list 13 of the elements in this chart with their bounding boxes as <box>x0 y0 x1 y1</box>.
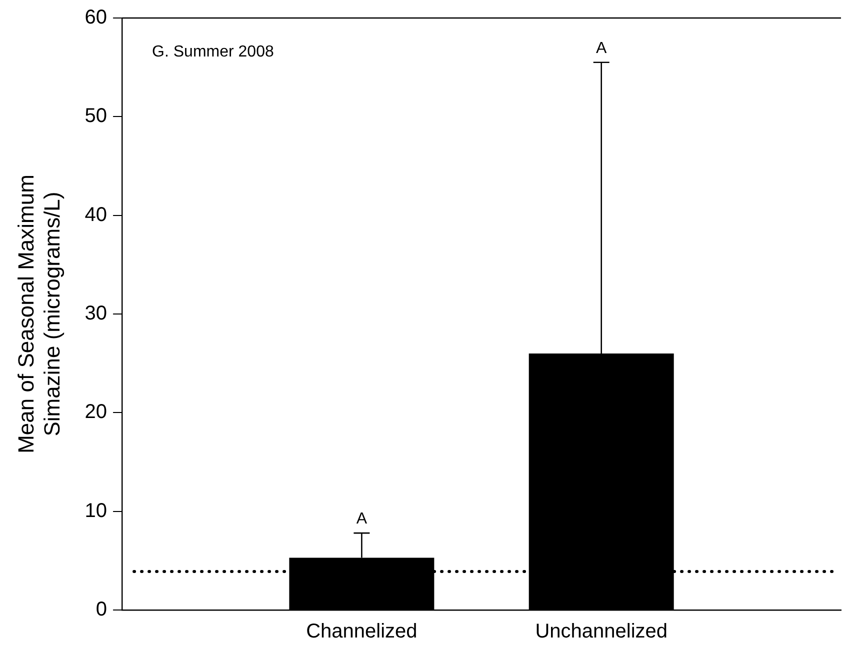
y-tick-label: 20 <box>84 401 108 424</box>
x-tick-label: Channelized <box>306 620 418 643</box>
annotation: G. Summer 2008 <box>152 43 274 60</box>
y-tick-label: 30 <box>84 302 108 325</box>
y-tick-label: 60 <box>84 6 108 29</box>
y-tick-label: 50 <box>84 105 108 128</box>
y-tick-label: 40 <box>84 204 108 226</box>
x-tick-label: Unchannelized <box>535 620 668 643</box>
y-tick-label: 10 <box>84 500 108 522</box>
annotation: A <box>356 510 368 528</box>
y-tick-label: 0 <box>96 598 108 621</box>
annotation: A <box>596 40 608 57</box>
y-axis-title: Mean of Seasonal Maximum Simazine (micrograms/L) <box>13 174 65 454</box>
